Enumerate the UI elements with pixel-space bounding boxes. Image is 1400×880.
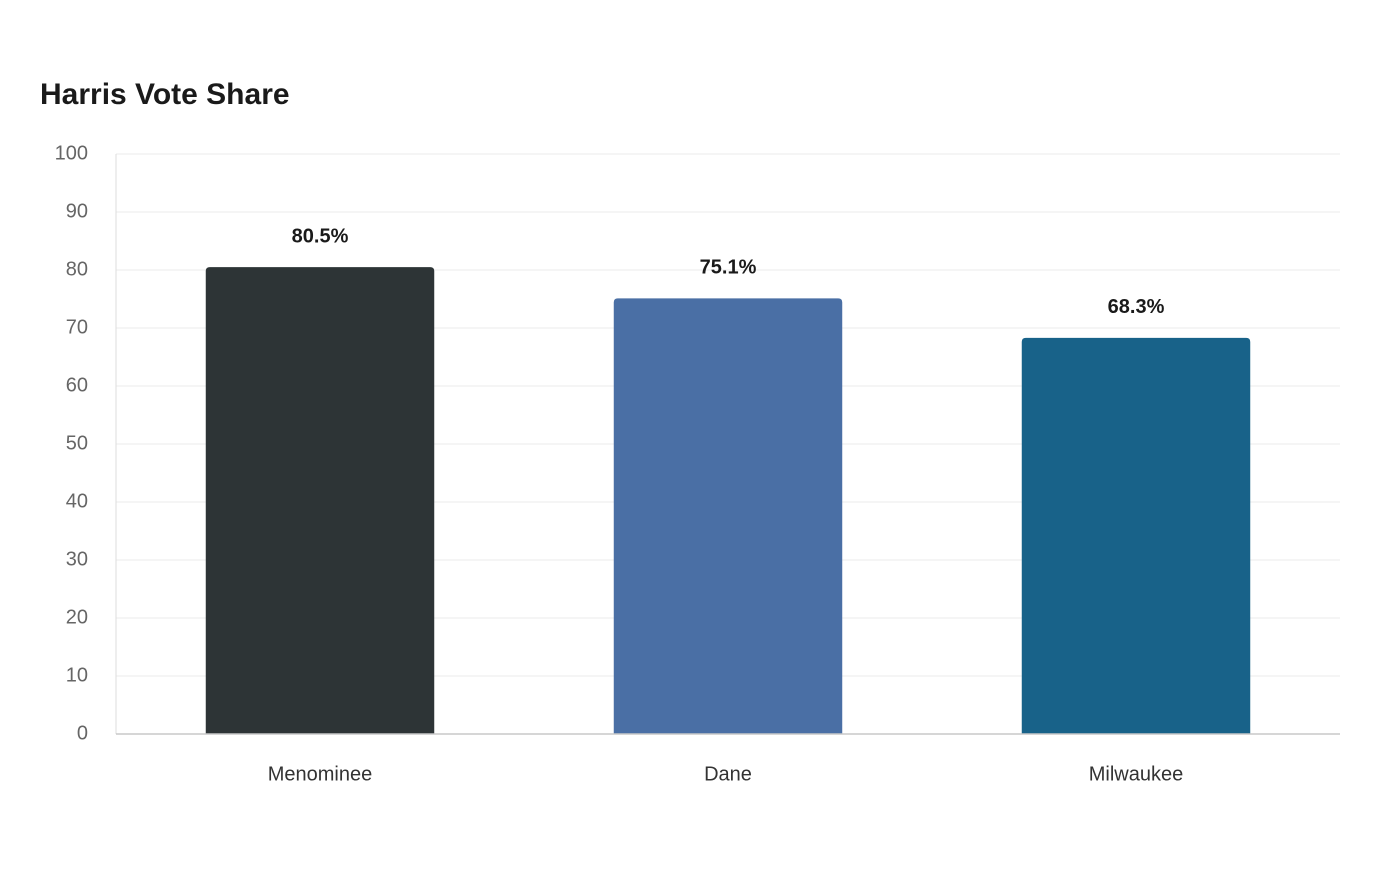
y-tick-label: 40 [66, 490, 88, 512]
y-tick-label: 30 [66, 548, 88, 570]
value-label: 68.3% [1108, 296, 1165, 318]
value-label: 75.1% [700, 257, 757, 279]
chart-title: Harris Vote Share [40, 78, 290, 111]
x-tick-label: Dane [704, 763, 752, 785]
value-label: 80.5% [292, 225, 349, 247]
y-tick-label: 80 [66, 258, 88, 280]
y-tick-label: 10 [66, 664, 88, 686]
y-tick-label: 20 [66, 606, 88, 628]
bar [205, 267, 435, 734]
y-tick-label: 100 [55, 142, 88, 164]
bar [613, 298, 843, 734]
x-tick-label: Menominee [268, 763, 373, 785]
y-tick-label: 90 [66, 200, 88, 222]
y-tick-label: 0 [77, 722, 88, 744]
y-tick-label: 70 [66, 316, 88, 338]
x-tick-label: Milwaukee [1089, 763, 1183, 785]
y-tick-label: 60 [66, 374, 88, 396]
bars: Menominee 80.5% Dane 75.1% Milwaukee 68.3% [205, 225, 1251, 785]
bar [1021, 337, 1251, 734]
y-tick-label: 50 [66, 432, 88, 454]
